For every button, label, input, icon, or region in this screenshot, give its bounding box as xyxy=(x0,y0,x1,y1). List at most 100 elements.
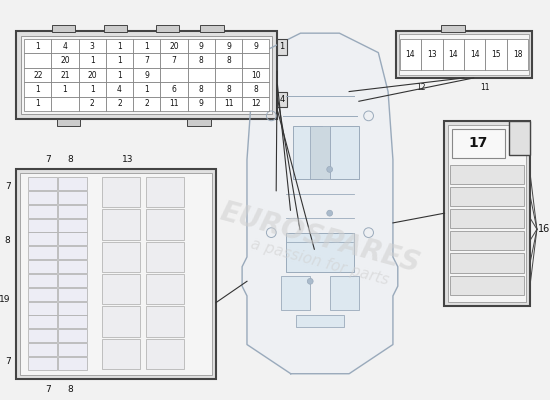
Bar xyxy=(24,39,51,54)
Bar xyxy=(161,39,188,54)
Bar xyxy=(29,343,57,356)
Circle shape xyxy=(327,166,333,172)
Bar xyxy=(442,25,465,32)
Text: 1: 1 xyxy=(63,85,68,94)
Bar xyxy=(215,39,242,54)
Bar xyxy=(29,329,57,342)
Bar xyxy=(448,125,526,302)
Bar xyxy=(242,82,270,97)
Bar xyxy=(215,82,242,97)
Text: 9: 9 xyxy=(199,99,204,108)
Bar xyxy=(58,177,87,190)
Text: 11: 11 xyxy=(481,83,490,92)
Text: 12: 12 xyxy=(416,83,426,92)
Text: 7: 7 xyxy=(5,357,10,366)
Bar xyxy=(215,54,242,68)
Circle shape xyxy=(307,278,313,284)
Bar xyxy=(29,302,57,314)
Bar xyxy=(24,68,51,82)
Text: 4: 4 xyxy=(63,42,68,51)
Bar xyxy=(188,97,215,111)
Bar xyxy=(188,68,215,82)
Text: 12: 12 xyxy=(251,99,261,108)
Circle shape xyxy=(327,210,333,216)
Bar xyxy=(200,25,224,32)
Bar xyxy=(421,39,443,70)
Bar xyxy=(51,54,79,68)
Bar xyxy=(281,276,310,310)
Bar xyxy=(146,306,184,336)
Bar xyxy=(58,274,87,287)
Text: 8: 8 xyxy=(226,85,231,94)
Bar xyxy=(52,25,75,32)
Bar xyxy=(58,260,87,273)
Text: 20: 20 xyxy=(60,56,70,65)
Text: 13: 13 xyxy=(122,154,134,164)
Bar xyxy=(187,119,211,126)
Bar xyxy=(79,97,106,111)
Bar xyxy=(450,164,524,184)
Bar xyxy=(146,338,184,369)
Bar xyxy=(51,39,79,54)
Text: 7: 7 xyxy=(46,154,51,164)
Bar xyxy=(277,39,287,55)
Text: 2: 2 xyxy=(90,99,95,108)
Bar xyxy=(329,126,359,179)
Bar xyxy=(396,31,532,78)
Bar xyxy=(133,82,161,97)
Bar xyxy=(215,68,242,82)
Bar xyxy=(464,39,485,70)
Bar xyxy=(58,246,87,259)
Text: 14: 14 xyxy=(470,50,480,59)
Bar xyxy=(188,54,215,68)
Bar xyxy=(29,260,57,273)
Text: 1: 1 xyxy=(35,42,40,51)
Text: 1: 1 xyxy=(35,85,40,94)
Bar xyxy=(29,205,57,218)
Bar xyxy=(58,232,87,245)
Text: 2: 2 xyxy=(145,99,149,108)
Bar xyxy=(29,316,57,328)
Bar xyxy=(51,68,79,82)
Bar xyxy=(58,219,87,232)
Text: 1: 1 xyxy=(279,42,285,52)
Bar xyxy=(400,39,421,70)
Bar xyxy=(146,242,184,272)
Text: 7: 7 xyxy=(5,182,10,191)
Bar xyxy=(450,209,524,228)
Bar xyxy=(102,274,140,304)
Text: 22: 22 xyxy=(33,70,42,80)
Bar xyxy=(57,119,80,126)
Bar xyxy=(106,97,133,111)
Bar xyxy=(161,97,188,111)
Text: 3: 3 xyxy=(90,42,95,51)
Bar xyxy=(146,177,184,208)
Bar xyxy=(106,39,133,54)
Text: 8: 8 xyxy=(226,56,231,65)
Text: 6: 6 xyxy=(172,85,177,94)
Bar xyxy=(156,25,179,32)
Text: 20: 20 xyxy=(169,42,179,51)
Text: 4: 4 xyxy=(279,95,285,104)
Bar xyxy=(161,54,188,68)
Text: 11: 11 xyxy=(169,99,179,108)
Text: 7: 7 xyxy=(46,385,51,394)
Text: 18: 18 xyxy=(513,50,522,59)
Bar xyxy=(242,39,270,54)
Bar xyxy=(102,242,140,272)
Text: 1: 1 xyxy=(145,42,149,51)
Bar xyxy=(146,274,184,304)
Text: 8: 8 xyxy=(5,236,10,245)
Bar xyxy=(29,191,57,204)
Bar xyxy=(58,191,87,204)
Bar xyxy=(29,232,57,245)
Bar xyxy=(133,54,161,68)
Bar xyxy=(51,97,79,111)
Bar xyxy=(277,92,287,107)
Bar xyxy=(79,68,106,82)
Bar xyxy=(104,25,127,32)
Bar xyxy=(79,82,106,97)
Bar xyxy=(310,126,329,179)
Bar xyxy=(79,54,106,68)
Bar xyxy=(58,288,87,301)
